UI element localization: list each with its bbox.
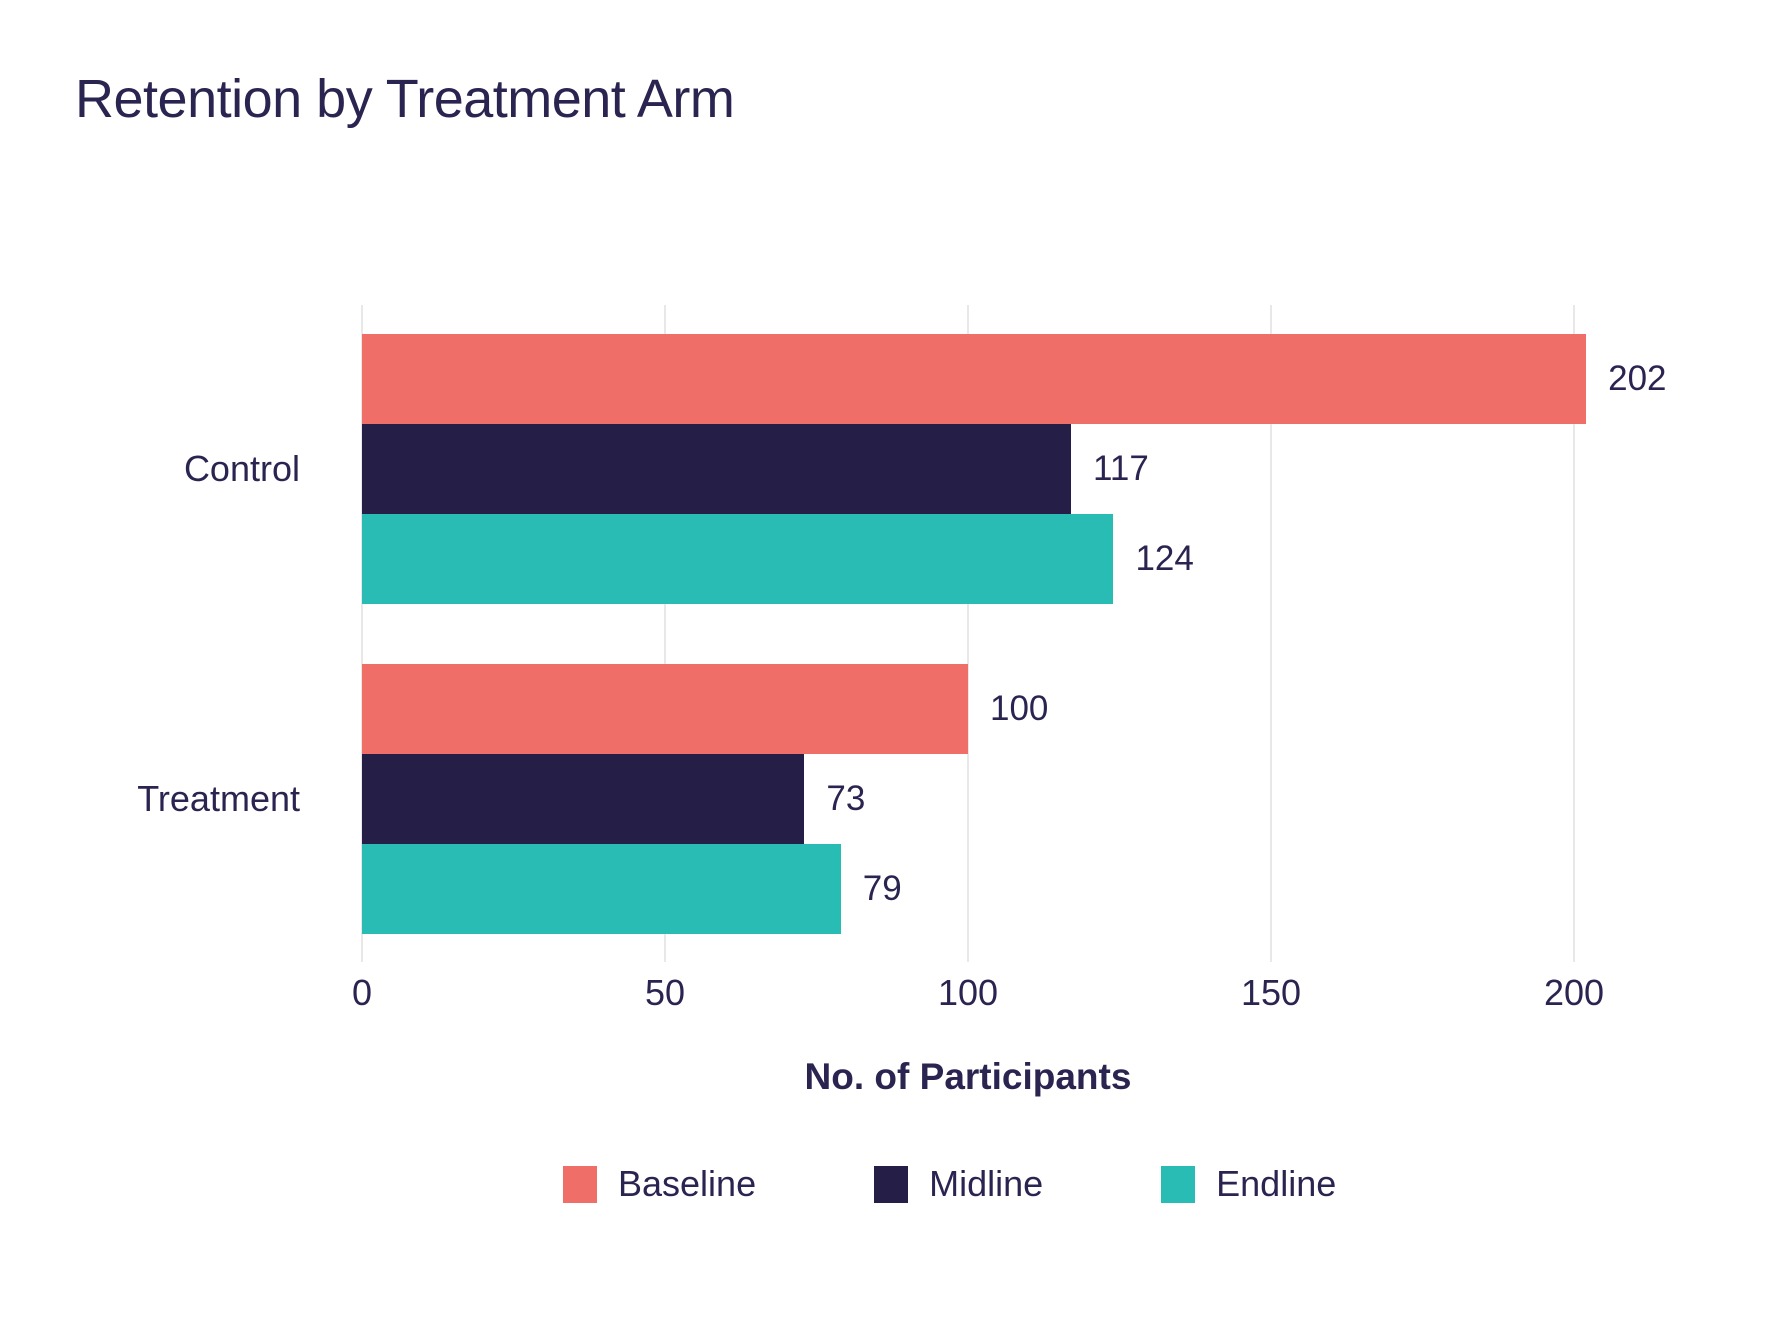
legend-entry-midline: Midline bbox=[874, 1163, 1043, 1205]
gridline-x-0 bbox=[361, 305, 363, 962]
legend-entry-endline: Endline bbox=[1161, 1163, 1336, 1205]
value-label-control-endline: 124 bbox=[1135, 539, 1194, 578]
bar-treatment-baseline bbox=[362, 664, 968, 754]
legend-swatch-baseline bbox=[563, 1165, 597, 1203]
x-tick-0: 0 bbox=[351, 972, 373, 1013]
legend-label-endline: Endline bbox=[1216, 1163, 1337, 1204]
legend-swatch-endline bbox=[1161, 1165, 1196, 1203]
value-label-treatment-midline: 73 bbox=[826, 779, 866, 818]
x-tick-150: 150 bbox=[1240, 972, 1302, 1013]
x-tick-200: 200 bbox=[1543, 972, 1605, 1013]
category-label-treatment: Treatment bbox=[137, 778, 300, 819]
chart-title: Retention by Treatment Arm bbox=[75, 69, 735, 129]
legend-swatch-midline bbox=[874, 1165, 909, 1203]
bar-treatment-endline bbox=[362, 844, 841, 934]
legend-label-midline: Midline bbox=[929, 1163, 1044, 1204]
legend: Baseline Midline Endline bbox=[563, 1163, 1336, 1205]
x-axis-title: No. of Participants bbox=[804, 1056, 1132, 1097]
gridline-x-50 bbox=[664, 305, 666, 962]
legend-entry-baseline: Baseline bbox=[563, 1163, 756, 1205]
legend-label-baseline: Baseline bbox=[618, 1163, 757, 1204]
x-tick-50: 50 bbox=[644, 972, 686, 1013]
category-label-control: Control bbox=[183, 448, 300, 489]
value-label-treatment-endline: 79 bbox=[862, 869, 902, 908]
gridline-x-150 bbox=[1270, 305, 1272, 962]
bar-control-baseline bbox=[362, 334, 1587, 424]
bar-control-midline bbox=[362, 424, 1072, 514]
x-tick-100: 100 bbox=[937, 972, 999, 1013]
bar-control-endline bbox=[362, 514, 1114, 604]
gridline-x-200 bbox=[1573, 305, 1575, 962]
bar-treatment-midline bbox=[362, 754, 805, 844]
gridline-x-100 bbox=[967, 305, 969, 962]
value-label-control-midline: 117 bbox=[1093, 449, 1149, 488]
value-label-treatment-baseline: 100 bbox=[990, 689, 1049, 728]
value-label-control-baseline: 202 bbox=[1608, 359, 1667, 398]
